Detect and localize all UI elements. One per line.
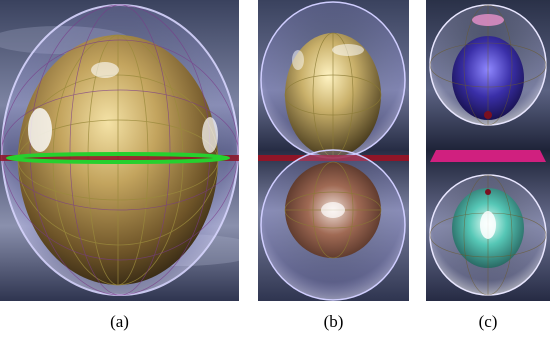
panel-b-render bbox=[258, 0, 409, 301]
panel-c-render bbox=[426, 0, 550, 301]
panel-a-image bbox=[0, 0, 239, 301]
caption-a: (a) bbox=[110, 312, 129, 331]
panel-b-image bbox=[258, 0, 409, 301]
caption-c: (c) bbox=[478, 312, 498, 331]
caption-b: (b) bbox=[323, 312, 344, 331]
panel-c-image bbox=[426, 0, 550, 301]
panel-a-render bbox=[0, 0, 239, 301]
